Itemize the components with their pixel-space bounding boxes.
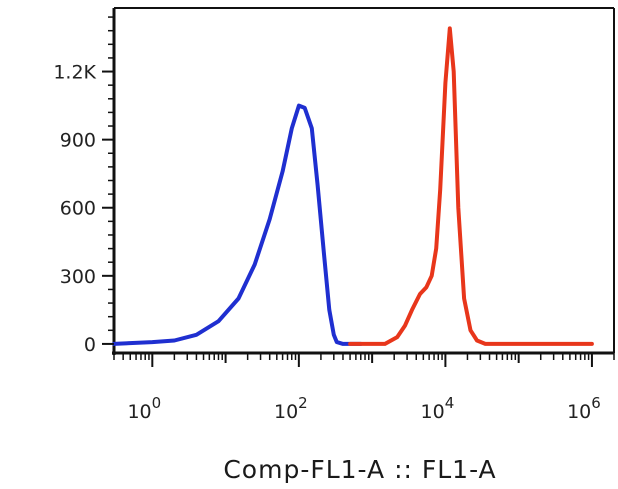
series-layer bbox=[112, 26, 594, 346]
y-tick-label: 1.2K bbox=[53, 62, 96, 84]
x-tick-exponent: 2 bbox=[298, 394, 308, 412]
y-tick-label: 300 bbox=[60, 266, 96, 288]
y-tick-label: 0 bbox=[84, 334, 96, 356]
x-axis: 100 102 104 106 bbox=[113, 353, 615, 423]
x-axis-title: Comp-FL1-A :: FL1-A bbox=[223, 455, 496, 484]
x-tick-label: 102 bbox=[274, 394, 308, 423]
plot-frame bbox=[112, 7, 615, 355]
x-tick-label: 104 bbox=[421, 394, 455, 423]
x-tick-label: 106 bbox=[567, 394, 601, 423]
x-tick-exponent: 0 bbox=[152, 394, 162, 412]
y-tick-label: 600 bbox=[60, 198, 96, 220]
y-axis: 0 300 600 900 1.2K bbox=[53, 16, 114, 356]
y-tick-label: 900 bbox=[60, 130, 96, 152]
x-tick-exponent: 6 bbox=[591, 394, 601, 412]
histogram-series-1 bbox=[112, 103, 363, 346]
x-tick-label: 100 bbox=[127, 394, 161, 423]
histogram-series-2 bbox=[348, 26, 594, 346]
x-tick-exponent: 4 bbox=[445, 394, 455, 412]
